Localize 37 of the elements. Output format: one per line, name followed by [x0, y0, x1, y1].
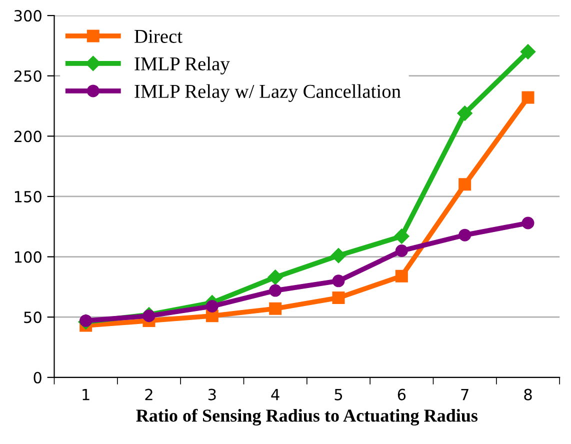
legend-label: Direct: [134, 30, 182, 43]
point: [80, 314, 92, 327]
point: [330, 248, 346, 264]
point: [395, 244, 408, 257]
x-axis-title: Ratio of Sensing Radius to Actuating Radius: [136, 408, 478, 426]
y-tick-label: 300: [14, 10, 42, 22]
y-tick-label: 250: [14, 70, 42, 82]
point: [522, 216, 534, 230]
x-tick-label: 1: [82, 388, 90, 400]
point: [458, 228, 472, 242]
x-tick-label: 8: [524, 388, 532, 400]
point: [268, 270, 283, 285]
y-tick-label: 100: [14, 251, 42, 263]
y-tick-label: 50: [24, 312, 42, 324]
point: [142, 310, 156, 322]
x-tick-label: 4: [271, 388, 280, 400]
point: [332, 274, 345, 288]
x-tick-label: 3: [208, 388, 216, 400]
point: [332, 292, 345, 304]
x-tick-label: 2: [145, 388, 152, 400]
x-tick-label: 6: [398, 388, 406, 400]
point: [522, 91, 534, 104]
point: [395, 270, 408, 282]
point: [520, 44, 536, 60]
y-tick-label: 200: [14, 130, 42, 142]
point: [457, 106, 472, 121]
y-tick-label: 150: [14, 190, 42, 202]
point: [269, 302, 282, 315]
point: [206, 300, 218, 312]
x-tick-label: 7: [461, 388, 468, 400]
x-tick-label: 5: [334, 388, 342, 400]
legend-label: IMLP Relay w/ Lazy Cancellation: [134, 84, 401, 102]
point: [269, 284, 282, 297]
y-tick-label: 0: [34, 372, 42, 384]
point: [394, 228, 410, 244]
point: [458, 178, 472, 191]
legend-label: IMLP Relay: [134, 56, 230, 74]
